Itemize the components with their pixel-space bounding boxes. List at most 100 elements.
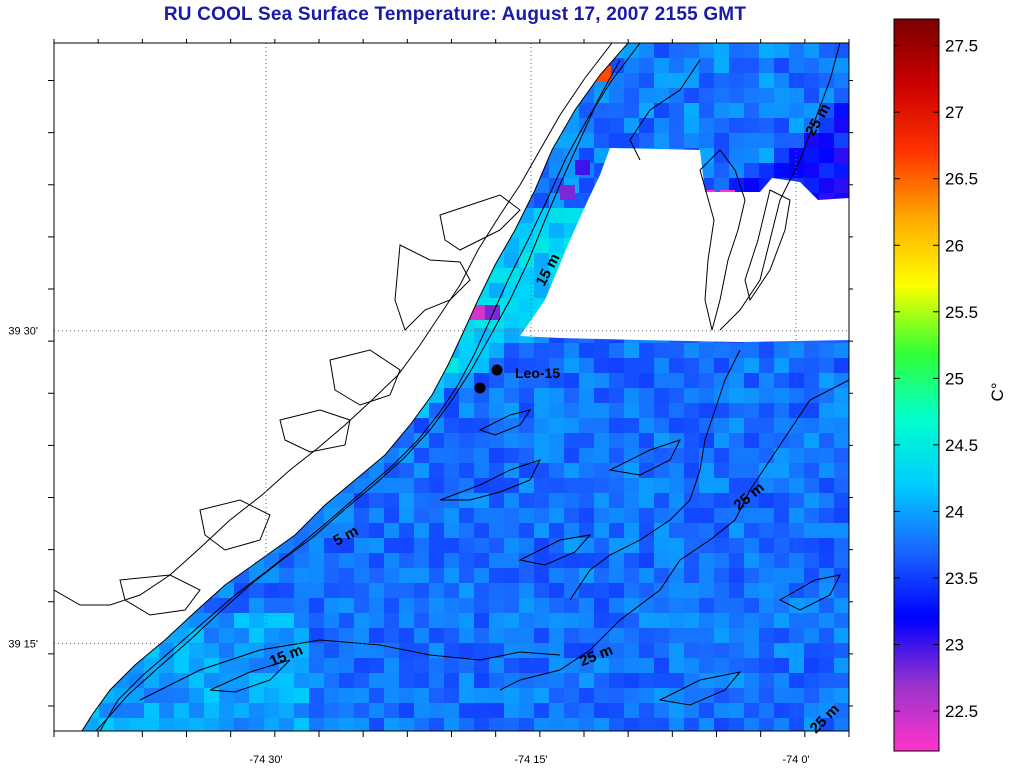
colorbar-tick-label: 27.5 xyxy=(945,37,978,56)
sst-cell xyxy=(759,133,775,149)
sst-cell xyxy=(789,493,805,509)
sst-cell xyxy=(684,358,700,374)
sst-cell xyxy=(504,478,520,494)
sst-cell xyxy=(504,328,520,344)
sst-cell xyxy=(444,463,460,479)
sst-cell xyxy=(714,448,730,464)
sst-cell xyxy=(489,508,505,524)
sst-cell xyxy=(594,343,610,359)
sst-cell xyxy=(639,418,655,434)
sst-cell xyxy=(459,448,475,464)
sst-cell xyxy=(699,118,715,134)
sst-cell xyxy=(669,118,685,134)
sst-cell xyxy=(774,43,790,59)
sst-cell xyxy=(594,388,610,404)
sst-cell xyxy=(474,433,490,449)
sst-cell xyxy=(834,508,849,524)
sst-cell xyxy=(474,463,490,479)
sst-cell xyxy=(789,118,805,134)
sst-cell xyxy=(759,433,775,449)
sst-cell xyxy=(759,118,775,134)
sst-cell xyxy=(624,508,640,524)
sst-cell xyxy=(489,493,505,509)
sst-cell xyxy=(669,103,685,119)
sst-cell xyxy=(444,523,460,539)
sst-cell xyxy=(654,373,670,389)
sst-cell xyxy=(594,463,610,479)
sst-cell xyxy=(624,403,640,419)
sst-cell xyxy=(534,448,550,464)
sst-cell xyxy=(759,403,775,419)
sst-cell xyxy=(744,388,760,404)
sst-cell xyxy=(414,448,430,464)
sst-cell xyxy=(474,358,490,374)
sst-cell xyxy=(624,358,640,374)
sst-cell xyxy=(624,43,640,59)
sst-cell xyxy=(699,103,715,119)
sst-cell xyxy=(504,343,520,359)
sst-cell xyxy=(804,478,820,494)
sst-cell xyxy=(714,118,730,134)
sst-cell xyxy=(549,238,565,254)
sst-cell xyxy=(744,508,760,524)
sst-cell xyxy=(669,448,685,464)
sst-cell xyxy=(729,388,745,404)
sst-cell xyxy=(819,448,835,464)
sst-cell xyxy=(609,388,625,404)
sst-cell xyxy=(489,283,505,299)
sst-cell xyxy=(519,283,535,299)
sst-cell xyxy=(639,358,655,374)
sst-cell xyxy=(489,343,505,359)
sst-cell xyxy=(489,268,505,284)
sst-cell xyxy=(774,133,790,149)
sst-cell xyxy=(654,343,670,359)
sst-cell xyxy=(564,343,580,359)
sst-cell xyxy=(789,43,805,59)
sst-cell xyxy=(744,463,760,479)
sst-cell xyxy=(774,58,790,74)
sst-cell xyxy=(789,508,805,524)
sst-cell xyxy=(834,373,849,389)
sst-cell xyxy=(519,298,535,314)
sst-cell xyxy=(609,508,625,524)
sst-cell xyxy=(669,478,685,494)
sst-cell xyxy=(699,133,715,149)
sst-cell xyxy=(579,388,595,404)
sst-cell xyxy=(549,463,565,479)
sst-cell xyxy=(429,478,445,494)
sst-cell xyxy=(759,73,775,89)
sst-cell xyxy=(429,403,445,419)
sst-cell xyxy=(714,178,730,194)
sst-cell xyxy=(669,493,685,509)
sst-cell xyxy=(804,103,820,119)
sst-cell xyxy=(549,148,565,164)
sst-cell xyxy=(804,448,820,464)
sst-cell xyxy=(564,358,580,374)
sst-cell xyxy=(714,478,730,494)
sst-cell xyxy=(774,508,790,524)
sst-cell xyxy=(804,388,820,404)
sst-cell xyxy=(684,463,700,479)
sst-cell xyxy=(639,73,655,89)
sst-cell xyxy=(549,448,565,464)
sst-cell xyxy=(834,43,849,59)
sst-cell xyxy=(759,358,775,374)
sst-cell xyxy=(729,103,745,119)
sst-cell xyxy=(654,43,670,59)
sst-cell xyxy=(639,508,655,524)
sst-cell xyxy=(324,523,340,539)
colorbar-tick-label: 24 xyxy=(945,502,964,521)
sst-cell xyxy=(834,358,849,374)
sst-cell xyxy=(729,433,745,449)
sst-cell xyxy=(714,388,730,404)
sst-cell xyxy=(759,493,775,509)
sst-cell xyxy=(639,403,655,419)
sst-cell xyxy=(549,418,565,434)
sst-cell xyxy=(714,163,730,179)
sst-cell xyxy=(819,358,835,374)
sst-cell xyxy=(549,388,565,404)
sst-cell xyxy=(819,478,835,494)
sst-cell xyxy=(534,433,550,449)
sst-cell xyxy=(534,253,550,269)
sst-cell xyxy=(534,343,550,359)
